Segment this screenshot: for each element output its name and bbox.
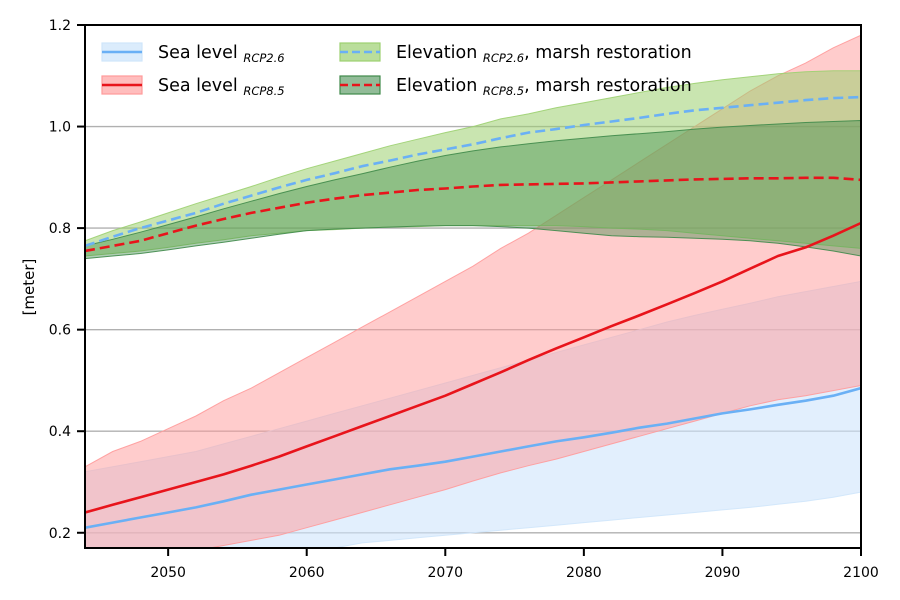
line-sea_rcp26 [85,386,861,529]
x-tick-label: 2060 [289,565,325,581]
y-tick-label: 1.2 [49,18,71,34]
x-tick-label: 2090 [705,565,741,581]
legend-item-sea_rcp26: Sea level RCP2.6 [101,42,285,65]
y-axis-label: [meter] [20,259,38,316]
band-elev_rcp85 [85,119,861,260]
y-tick-label: 0.6 [49,323,71,339]
y-tick-label: 0.4 [49,424,71,440]
legend-label: Elevation RCP8.5, marsh restoration [396,76,692,98]
line-sea_rcp85 [85,221,861,514]
y-tick-label: 0.8 [49,221,71,237]
legend: Sea level RCP2.6 Sea level RCP8.5 Elevatio… [101,42,692,98]
line-elev_rcp26 [85,95,861,248]
legend-label: Sea level RCP2.6 [158,43,285,65]
legend-item-elev_rcp85: Elevation RCP8.5, marsh restoration [339,75,692,98]
legend-label: Sea level RCP8.5 [158,76,285,98]
legend-item-sea_rcp85: Sea level RCP8.5 [101,75,285,98]
uncertainty-bands [85,34,861,548]
legend-item-elev_rcp26: Elevation RCP2.6, marsh restoration [339,42,692,65]
x-axis: 2050 2060 2070 2080 2090 2100 [150,548,879,581]
y-axis: 0.2 0.4 0.6 0.8 1.0 1.2 [49,18,85,542]
plot-frame [84,24,862,549]
legend-label: Elevation RCP2.6, marsh restoration [396,43,692,65]
y-tick-label: 0.2 [49,526,71,542]
x-tick-label: 2070 [427,565,463,581]
series-lines [85,95,861,529]
y-tick-label: 1.0 [49,120,71,136]
x-tick-label: 2100 [843,565,879,581]
x-tick-label: 2080 [566,565,602,581]
x-tick-label: 2050 [150,565,186,581]
line-elev_rcp85 [85,176,861,253]
